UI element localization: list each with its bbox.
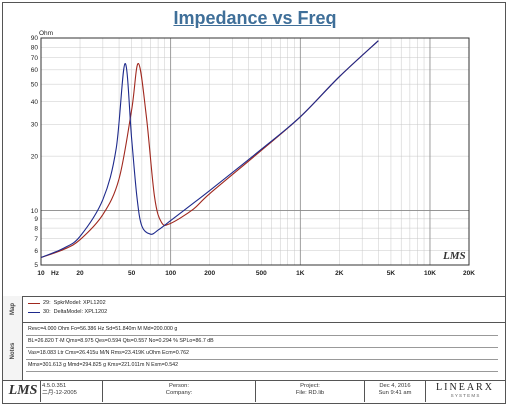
- note-line-4: Mms=301.613 g Mmd=294.825 g Kms=221.011m…: [28, 362, 179, 368]
- note-line-2: BL=26.820 T·M Qms=8.975 Qes=0.594 Qts=0.…: [28, 338, 214, 344]
- footer-sep-3: [255, 380, 256, 402]
- y-tick-label: 90: [31, 35, 39, 42]
- legend-swatch-30: [28, 311, 40, 313]
- footer-date: Dec 4, 2016: [379, 383, 411, 389]
- note-line-3: Vas=18.083 Ltr Cms=26.415u M/N Rms=23.41…: [28, 350, 189, 356]
- legend-id-30: 30:: [43, 309, 51, 315]
- footer-version: 4.5.0.351: [42, 383, 67, 389]
- footer-sep-5: [425, 380, 426, 402]
- legend-label-30: DeltaModel: XPL1202: [53, 309, 108, 315]
- note-rule-2: [26, 347, 498, 348]
- x-tick-label: 50: [128, 270, 136, 277]
- y-tick-label: 50: [31, 81, 39, 88]
- footer-brand-sub: S Y S T E M S: [450, 393, 480, 398]
- notes-tab[interactable]: Notes: [3, 322, 23, 380]
- footer-brand-block: LINEARX S Y S T E M S: [426, 380, 504, 402]
- footer-date-code: 二月-12-2005: [42, 390, 77, 396]
- notes-tab-label: Notes: [9, 342, 16, 360]
- footer-person-block: Person: Company:: [103, 380, 255, 402]
- y-tick-label: 30: [31, 121, 39, 128]
- y-axis-label: Ohm: [39, 30, 53, 37]
- x-tick-label: 20K: [463, 270, 475, 277]
- footer-project-block: Project: File: RD.lib: [256, 380, 364, 402]
- map-tab[interactable]: Map: [3, 296, 23, 322]
- footer-sep-1: [40, 380, 41, 402]
- plot-lms-logo: LMS: [442, 250, 466, 262]
- y-tick-label: 7: [34, 236, 38, 243]
- footer-file-label: File: RD.lib: [295, 390, 325, 396]
- window-frame: [2, 2, 506, 404]
- chart-title: Impedance vs Freq: [173, 8, 337, 28]
- y-tick-label: 9: [34, 216, 38, 223]
- y-tick-label: 8: [34, 225, 38, 232]
- x-tick-label: 10K: [424, 270, 436, 277]
- y-tick-label: 6: [34, 248, 38, 255]
- y-tick-label: 5: [34, 262, 38, 269]
- x-tick-label: 5K: [387, 270, 396, 277]
- series-line-1: [40, 40, 379, 259]
- legend-entry-30[interactable]: 30: DeltaModel: XPL1202: [28, 309, 107, 315]
- series-line-2: [40, 40, 379, 259]
- footer-brand: LINEARX: [436, 382, 494, 393]
- divider-notes-top: [3, 322, 506, 323]
- x-tick-label: 20: [76, 270, 84, 277]
- plot-border: [40, 37, 470, 266]
- footer-version-block: 4.5.0.351 二月-12-2005: [42, 380, 102, 402]
- y-tick-label: 80: [31, 44, 39, 51]
- note-line-1: Revc=4.000 Ohm Fo=56.386 Hz Sd=51.840m M…: [28, 326, 178, 332]
- divider-map-top: [3, 296, 506, 297]
- x-tick-label: 10: [37, 270, 45, 277]
- x-tick-label: 2K: [335, 270, 344, 277]
- x-tick-label: 500: [256, 270, 267, 277]
- y-tick-label: 70: [31, 55, 39, 62]
- footer-project-label: Project:: [300, 383, 320, 389]
- y-tick-label: 40: [31, 99, 39, 106]
- legend-entry-29[interactable]: 29: SpkrModel: XPL1202: [28, 300, 106, 306]
- footer-time: Sun 9:41 am: [378, 390, 412, 396]
- note-rule-4: [26, 371, 498, 372]
- footer-lms-logo: LMS: [8, 383, 38, 398]
- legend-swatch-29: [28, 302, 40, 304]
- legend-label-29: SpkrModel: XPL1202: [53, 300, 106, 306]
- footer-company-label: Company:: [165, 390, 193, 396]
- plot-area: [41, 38, 469, 265]
- x-axis-label: Hz: [51, 270, 60, 277]
- x-tick-label: 1K: [296, 270, 305, 277]
- footer-datetime-block: Dec 4, 2016 Sun 9:41 am: [365, 380, 425, 402]
- footer-sep-4: [364, 380, 365, 402]
- impedance-chart: 10 20 50 100 200 500 1K 2K 5K 10K 20KHz56789102030…: [31, 30, 475, 277]
- map-tab-label: Map: [9, 303, 16, 315]
- x-tick-label: 200: [204, 270, 215, 277]
- y-tick-label: 20: [31, 153, 39, 160]
- note-rule-1: [26, 335, 498, 336]
- y-tick-label: 60: [31, 67, 39, 74]
- legend-id-29: 29:: [43, 300, 51, 306]
- note-rule-3: [26, 359, 498, 360]
- x-tick-label: 100: [165, 270, 176, 277]
- divider-footer-top: [3, 380, 506, 381]
- y-tick-label: 10: [31, 208, 39, 215]
- footer-person-label: Person:: [169, 383, 189, 389]
- footer-sep-2: [102, 380, 103, 402]
